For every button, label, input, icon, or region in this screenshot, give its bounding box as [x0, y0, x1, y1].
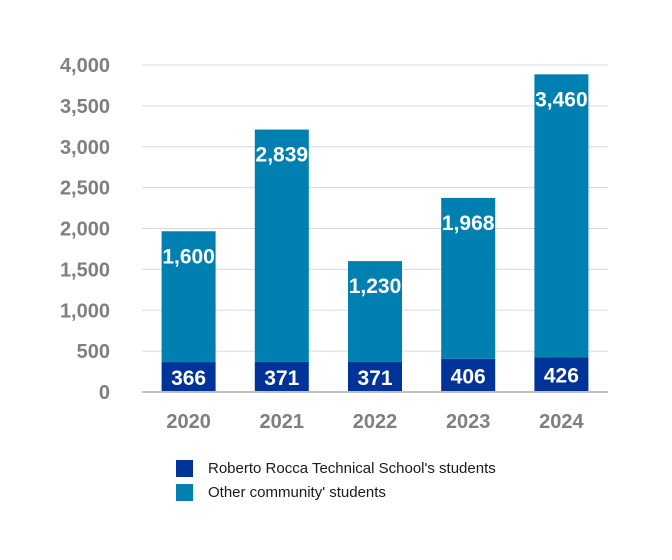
- data-label: 3,460: [535, 88, 588, 111]
- y-tick-label: 3,500: [60, 96, 110, 118]
- bars: 366 1,600 371 2,839 371 1,230 406 1,968 426 3,460: [161, 74, 589, 392]
- y-tick-label: 0: [99, 382, 110, 404]
- y-axis-ticks: 0 500 1,000 1,500 2,000 2,500 3,000 3,500 4,000: [60, 55, 110, 404]
- legend-item-other-community: Other community' students: [176, 480, 496, 504]
- x-tick-label: 2022: [353, 411, 398, 433]
- y-tick-label: 1,000: [60, 300, 110, 322]
- legend-label-roberto-rocca: Roberto Rocca Technical School's student…: [208, 459, 496, 477]
- y-tick-label: 1,500: [60, 259, 110, 281]
- y-tick-label: 500: [77, 341, 110, 363]
- x-tick-label: 2020: [166, 411, 211, 433]
- data-label: 371: [264, 367, 299, 390]
- data-label: 371: [357, 367, 392, 390]
- legend-swatch-other-community: [176, 483, 193, 501]
- bar-segment: [348, 361, 402, 392]
- legend-label-other-community: Other community' students: [208, 483, 386, 501]
- bar-segment: [534, 357, 589, 392]
- bar-segment: [534, 74, 589, 358]
- x-tick-label: 2023: [446, 411, 491, 433]
- bar-segment: [161, 231, 216, 363]
- bar-segment: [254, 129, 309, 362]
- x-tick-label: 2024: [539, 411, 584, 433]
- y-tick-label: 4,000: [60, 55, 110, 77]
- data-label: 406: [451, 365, 486, 388]
- stacked-bar-chart: 366 1,600 371 2,839 371 1,230 406 1,968 426 3,460…: [60, 55, 608, 433]
- y-tick-label: 2,000: [60, 219, 110, 241]
- bar-segment: [441, 197, 496, 359]
- bar-segment: [348, 261, 402, 362]
- data-label: 1,968: [442, 212, 495, 235]
- data-label: 1,230: [349, 275, 402, 298]
- data-label: 426: [544, 365, 579, 388]
- x-axis-ticks: 2020 2021 2022 2023 2024: [166, 411, 584, 433]
- x-tick-label: 2021: [260, 411, 305, 433]
- y-tick-label: 2,500: [60, 178, 110, 200]
- bar-segment: [254, 361, 309, 392]
- bar-segment: [161, 362, 216, 392]
- legend-item-roberto-rocca: Roberto Rocca Technical School's student…: [176, 456, 496, 480]
- data-label: 1,600: [162, 245, 215, 268]
- data-label: 2,839: [256, 144, 309, 167]
- y-tick-label: 3,000: [60, 137, 110, 159]
- bar-segment: [441, 358, 496, 392]
- legend: Roberto Rocca Technical School's student…: [176, 456, 496, 504]
- legend-swatch-roberto-rocca: [176, 459, 193, 477]
- data-label: 366: [171, 367, 206, 390]
